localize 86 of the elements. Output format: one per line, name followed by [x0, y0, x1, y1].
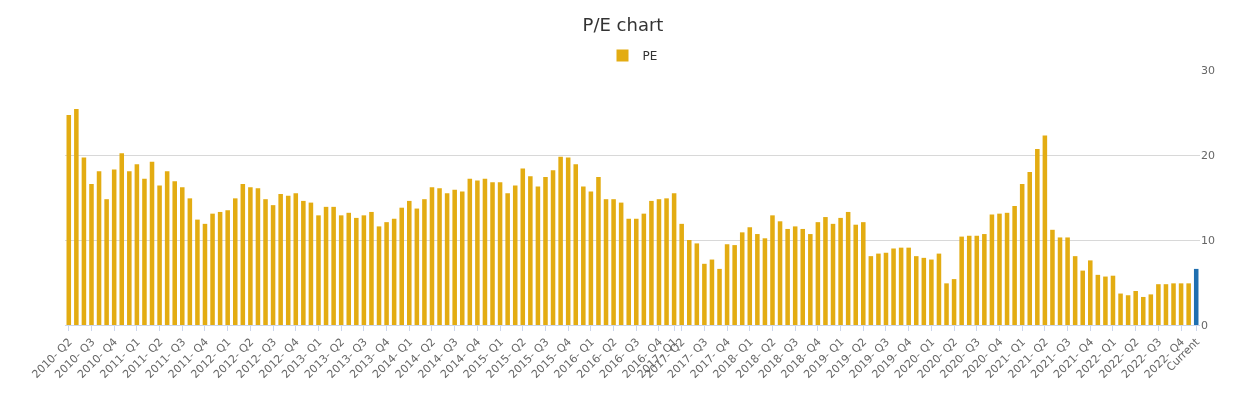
- bar: [581, 186, 586, 325]
- bar: [331, 206, 336, 325]
- bar: [1156, 284, 1161, 325]
- bar: [1118, 293, 1123, 325]
- bar: [74, 109, 79, 325]
- bar: [1171, 283, 1176, 325]
- bar: [649, 200, 654, 325]
- bar: [119, 153, 125, 325]
- bar: [543, 177, 548, 325]
- bar: [808, 234, 813, 325]
- y-tick-label: 30: [1201, 63, 1215, 77]
- bar: [1012, 206, 1017, 325]
- bar: [929, 259, 934, 325]
- bar: [1088, 260, 1093, 325]
- bar: [770, 215, 775, 325]
- bar: [1065, 237, 1070, 325]
- bar: [838, 217, 843, 325]
- y-tick-label: 10: [1201, 233, 1215, 247]
- y-tick-label: 0: [1201, 318, 1208, 332]
- bar: [1103, 276, 1108, 325]
- bar: [422, 199, 427, 325]
- bar: [301, 200, 306, 325]
- bar: [853, 224, 858, 325]
- bar: [384, 222, 389, 325]
- bar: [913, 256, 919, 325]
- bar: [906, 247, 911, 325]
- bar: [785, 228, 790, 325]
- bar: [1133, 291, 1138, 325]
- bar: [664, 198, 669, 325]
- bar: [346, 212, 352, 325]
- bar: [982, 234, 987, 325]
- bar: [959, 236, 964, 325]
- bar: [354, 217, 359, 325]
- legend-label: PE: [642, 49, 658, 64]
- bar: [407, 200, 412, 325]
- bar: [1186, 283, 1191, 325]
- bar: [475, 180, 480, 325]
- bar: [459, 191, 465, 325]
- bar: [732, 245, 737, 325]
- bar: [1050, 229, 1055, 325]
- bar: [180, 187, 185, 325]
- bar: [876, 253, 881, 325]
- bar: [172, 181, 177, 325]
- bar: [89, 183, 94, 325]
- bar: [490, 182, 495, 325]
- bar: [558, 156, 563, 325]
- bar: [944, 283, 949, 325]
- bar: [755, 234, 760, 325]
- bar: [1140, 296, 1146, 325]
- bar: [437, 188, 442, 325]
- bar: [800, 228, 806, 325]
- bar: [528, 176, 533, 325]
- bar: [997, 213, 1002, 325]
- bar: [702, 263, 707, 325]
- bar: [278, 194, 283, 325]
- bar: [891, 248, 896, 325]
- bar: [611, 199, 616, 325]
- bar: [861, 222, 866, 325]
- bar: [127, 171, 132, 325]
- bar: [505, 193, 510, 325]
- bar: [399, 207, 404, 325]
- bar: [717, 268, 722, 325]
- y-tick-label: 20: [1201, 148, 1215, 162]
- chart-title: P/E chart: [582, 13, 664, 35]
- bar: [596, 177, 601, 325]
- bar: [142, 178, 147, 325]
- bar: [316, 215, 321, 325]
- bar: [104, 199, 109, 325]
- bar: [1027, 172, 1033, 325]
- bar: [369, 211, 374, 325]
- bar: [573, 164, 579, 325]
- bar: [210, 213, 215, 325]
- bar: [263, 199, 268, 325]
- bar: [679, 223, 684, 325]
- bar: [626, 218, 631, 325]
- bar: [1080, 270, 1085, 325]
- bar: [634, 218, 639, 325]
- bar: [195, 219, 200, 325]
- bar: [232, 198, 238, 325]
- bar: [686, 240, 692, 325]
- bar: [225, 210, 230, 325]
- bar: [823, 217, 828, 325]
- bar: [248, 187, 253, 325]
- bar: [452, 189, 457, 325]
- bar: [1035, 149, 1040, 325]
- bar: [157, 185, 162, 325]
